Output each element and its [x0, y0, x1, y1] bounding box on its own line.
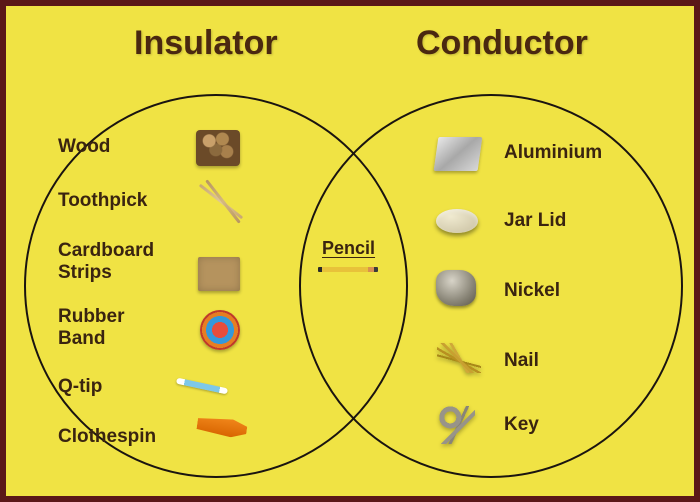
item-qtip-label: Q-tip — [58, 376, 102, 398]
nickel-icon — [434, 268, 478, 308]
item-pencil-label: Pencil — [322, 238, 375, 259]
wood-icon — [194, 128, 242, 168]
item-clothespin-label: Clothespin — [58, 426, 156, 448]
item-jarlid-label: Jar Lid — [504, 210, 566, 232]
left-title: Insulator — [134, 24, 278, 63]
venn-right-circle — [299, 94, 683, 478]
toothpick-icon — [194, 180, 249, 225]
item-cardboard-label: Cardboard Strips — [58, 240, 154, 284]
item-nail-label: Nail — [504, 350, 539, 372]
jar-lid-icon — [434, 206, 480, 236]
right-title: Conductor — [416, 24, 588, 63]
item-rubber-label: Rubber Band — [58, 306, 125, 350]
item-toothpick-label: Toothpick — [58, 190, 147, 212]
qtip-icon — [174, 376, 230, 396]
item-nickel-label: Nickel — [504, 280, 560, 302]
cardboard-icon — [196, 254, 242, 294]
item-aluminium-label: Aluminium — [504, 142, 602, 164]
aluminium-icon — [434, 134, 482, 174]
clothespin-icon — [194, 412, 250, 442]
pencil-icon — [316, 264, 380, 274]
key-icon — [434, 404, 478, 446]
nail-icon — [434, 340, 484, 376]
rubber-band-icon — [198, 308, 242, 352]
item-wood-label: Wood — [58, 136, 110, 158]
item-key-label: Key — [504, 414, 539, 436]
